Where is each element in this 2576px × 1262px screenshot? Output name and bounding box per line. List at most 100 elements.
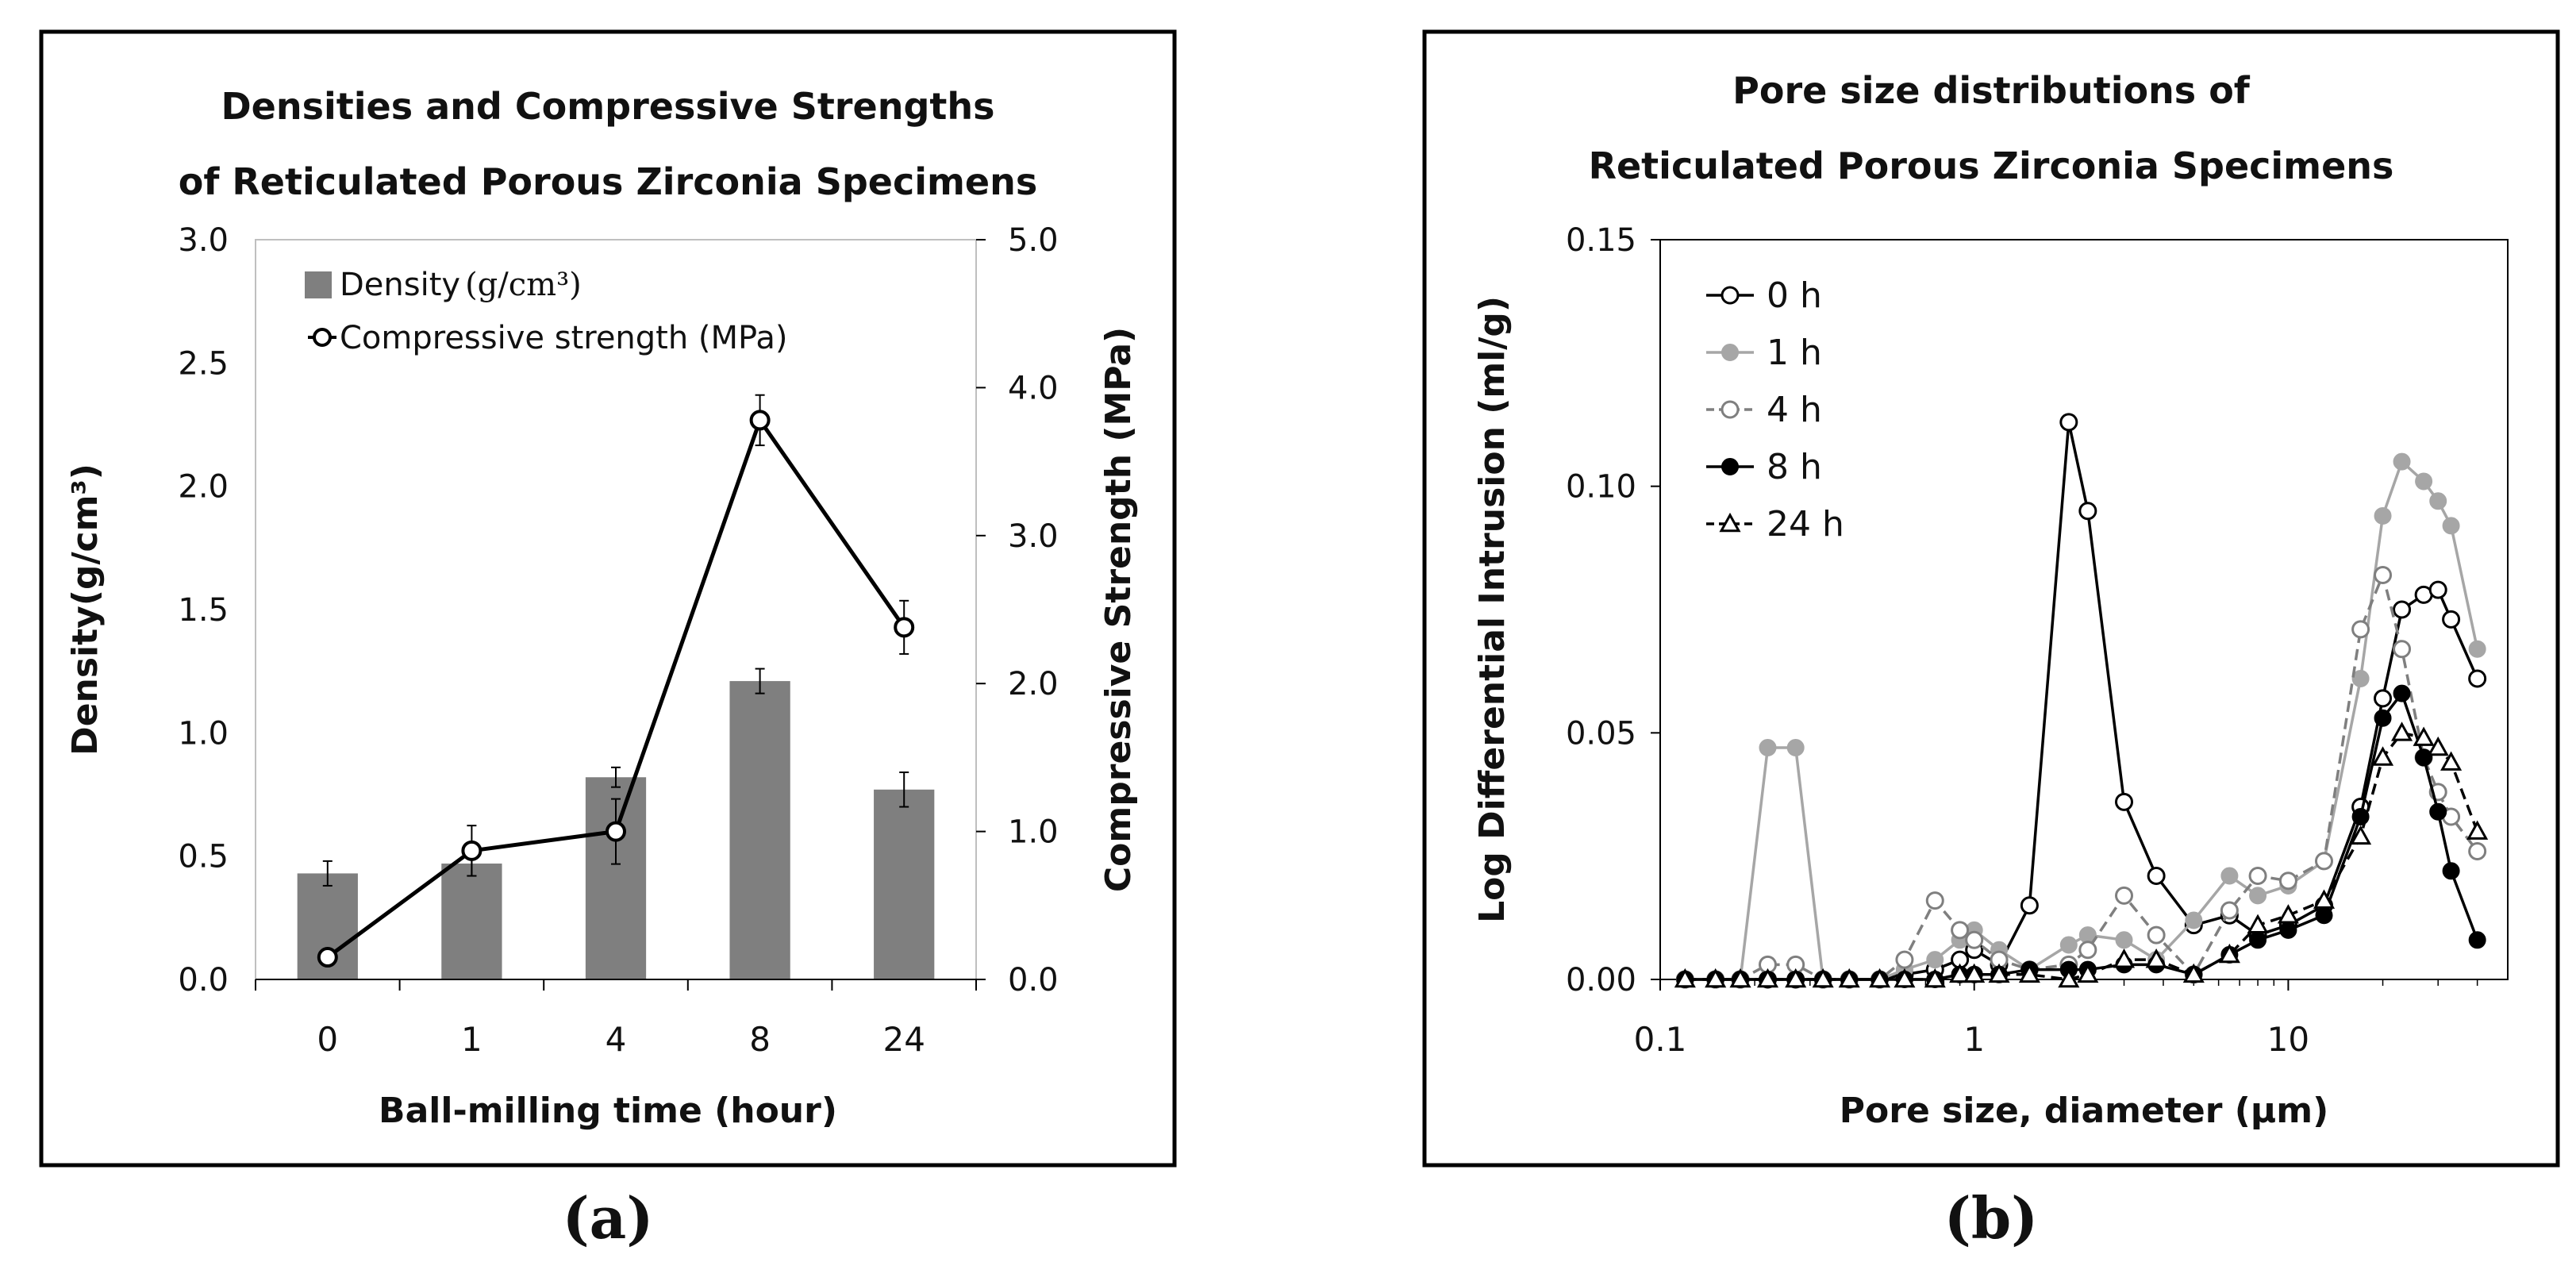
data-point	[2468, 931, 2486, 949]
strength-point	[317, 947, 338, 968]
panel-a-x-tick-label: 24	[882, 1020, 925, 1059]
data-point	[2428, 580, 2447, 599]
data-point	[2350, 825, 2372, 845]
data-point	[2278, 871, 2297, 891]
data-point	[2393, 600, 2412, 619]
panel-b-y-tick-label: 0.05	[1566, 715, 1636, 752]
strength-point	[894, 617, 915, 638]
data-point	[1894, 968, 1916, 988]
strength-point	[749, 410, 771, 431]
data-point	[2277, 904, 2299, 924]
strength-point	[461, 840, 483, 861]
data-point	[2182, 963, 2205, 983]
data-point	[1838, 968, 1860, 988]
data-point	[1925, 891, 1944, 910]
data-point	[1705, 968, 1727, 988]
data-point	[2249, 931, 2267, 949]
panel-a-y-left-tick-label: 1.0	[178, 715, 229, 752]
data-point	[1949, 963, 1971, 983]
legend-marker	[1721, 458, 1739, 475]
panel-b-title-line1: Pore size distributions of	[1732, 69, 2251, 112]
density-bars	[297, 668, 935, 979]
legend-strength-label: Compressive strength (MPa)	[340, 320, 787, 356]
data-point	[2427, 736, 2449, 756]
panel-b-y-tick-label: 0.10	[1566, 469, 1636, 506]
panel-b-axes: 0.00 0.05 0.10 0.15 0.1 1 10	[1566, 222, 2478, 1059]
data-point	[2115, 931, 2133, 949]
panel-b-ylabel: Log Differential Intrusion (ml/g)	[1472, 296, 1513, 923]
data-point	[1756, 968, 1779, 988]
panel-a-x-tick-label: 0	[317, 1020, 338, 1059]
data-point	[2147, 925, 2166, 945]
data-point	[2429, 802, 2447, 821]
panel-a-y-left-tick-label: 3.0	[178, 222, 229, 259]
data-point	[2374, 566, 2393, 585]
data-point	[2442, 610, 2461, 629]
panel-a-y-right-tick-label: 2.0	[1008, 666, 1059, 702]
data-point	[2077, 963, 2099, 983]
data-point	[2315, 906, 2333, 925]
density-bar	[874, 789, 935, 979]
data-point	[1674, 968, 1696, 988]
legend-label: 8 h	[1767, 447, 1822, 487]
data-point	[2393, 452, 2411, 471]
data-point	[2466, 820, 2489, 840]
panel-a-axes: 0 1 4 8 24 0.0 0.5 1.0 1.5 2.0 2.5 3.0 0.0 1.0 2.0 3.0 4…	[178, 222, 1058, 1059]
panel-a-y-left-tick-label: 2.5	[178, 345, 229, 382]
panel-a-ylabel-left: Density(g/cm³)	[65, 464, 106, 756]
panel-b-y-tick-label: 0.00	[1566, 962, 1636, 998]
panel-a-y-right-tick-label: 3.0	[1008, 518, 1059, 555]
strength-line	[317, 394, 915, 968]
data-point	[2113, 948, 2136, 968]
panel-b-series	[1674, 413, 2489, 989]
data-point	[2247, 914, 2269, 933]
panel-b-legend: 0 h 1 h 4 h 8 h 24 h	[1706, 275, 1844, 544]
data-point	[2059, 413, 2078, 432]
panel-a-y-left-tick-label: 0.5	[178, 839, 229, 875]
panel-b-y-tick-label: 0.15	[1566, 222, 1636, 259]
data-point	[2313, 889, 2336, 909]
panel-b-x-tick-label: 1	[1963, 1020, 1985, 1059]
panel-b: Pore size distributions of Reticulated P…	[1422, 29, 2560, 1252]
data-point	[2315, 852, 2334, 871]
data-point	[1965, 930, 1984, 949]
data-point	[2115, 886, 2134, 905]
data-point	[2374, 689, 2393, 708]
data-point	[2374, 506, 2392, 525]
legend-label: 4 h	[1767, 390, 1822, 430]
panel-a-y-right-tick-label: 0.0	[1008, 962, 1059, 998]
data-point	[2393, 640, 2412, 659]
data-point	[2415, 472, 2433, 491]
legend-density-label: Density (g/cm³)	[340, 267, 582, 303]
data-point	[2468, 841, 2487, 860]
data-point	[2429, 492, 2447, 510]
panel-b-xlabel: Pore size, diameter (μm)	[1840, 1091, 2328, 1131]
data-point	[1729, 968, 1751, 988]
panel-a: Densities and Compressive Strengths of R…	[39, 29, 1177, 1252]
data-point	[2078, 502, 2097, 521]
data-point	[2413, 726, 2435, 746]
panel-a-y-left-tick-label: 1.5	[178, 592, 229, 629]
panel-a-y-left-tick-label: 2.0	[178, 469, 229, 506]
data-point	[2440, 751, 2463, 771]
data-point	[2059, 936, 2078, 954]
data-point	[2218, 943, 2240, 964]
panel-a-y-right-tick-label: 5.0	[1008, 222, 1059, 259]
data-point	[2351, 620, 2370, 639]
panel-a-y-left-tick-label: 0.0	[178, 962, 229, 998]
data-point	[2147, 867, 2166, 886]
panel-a-xlabel: Ball-milling time (hour)	[379, 1091, 837, 1131]
panel-a-legend: Density (g/cm³) Compressive strength (MPa…	[305, 267, 787, 356]
data-point	[2078, 941, 2097, 960]
data-point	[2391, 721, 2413, 741]
data-point	[2442, 517, 2460, 535]
data-point	[2393, 684, 2411, 702]
panel-a-title-line2: of Reticulated Porous Zirconia Specimens	[179, 160, 1038, 203]
data-point	[1812, 968, 1834, 988]
legend-marker	[1721, 286, 1740, 305]
strength-point	[606, 821, 626, 842]
data-point	[2442, 862, 2460, 880]
data-point	[2468, 640, 2486, 658]
panel-a-x-tick-label: 8	[749, 1020, 771, 1059]
